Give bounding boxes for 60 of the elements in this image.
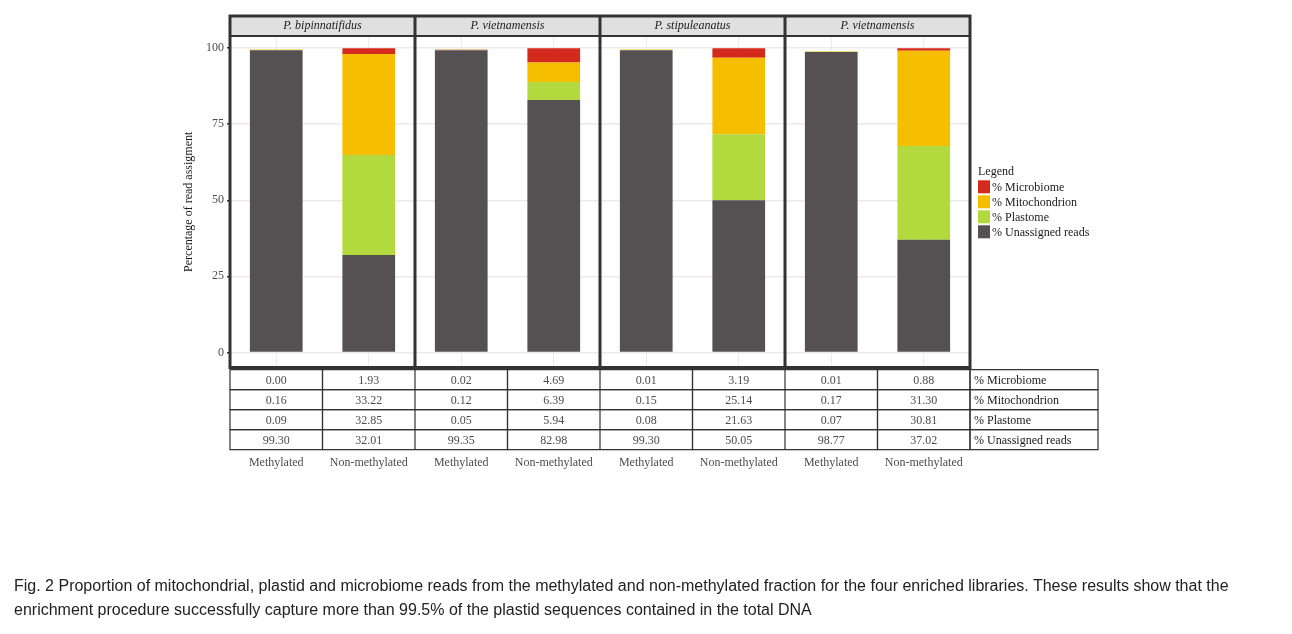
data-label: 21.63 <box>725 412 753 427</box>
data-label: 0.88 <box>913 372 935 387</box>
data-label: 25.14 <box>725 392 753 407</box>
data-label: 0.09 <box>265 412 287 427</box>
text: % Plastome <box>974 412 1031 427</box>
y-tick-label: 0 <box>218 344 224 359</box>
data-label: 30.81 <box>910 412 938 427</box>
x-tick-label: Methylated <box>618 454 674 469</box>
data-label: 3.19 <box>728 372 750 387</box>
data-label: 31.30 <box>910 392 938 407</box>
data-label: 37.02 <box>910 432 938 447</box>
data-label: 99.30 <box>632 432 660 447</box>
chart-title: P. stipuleanatus <box>653 18 731 33</box>
data-label: 33.22 <box>355 392 383 407</box>
data-label: 50.05 <box>725 432 753 447</box>
data-label: 0.08 <box>635 412 657 427</box>
y-axis-title: Percentage of read assigment <box>181 131 196 272</box>
legend-title: Legend <box>978 163 1014 178</box>
data-label: 0.01 <box>635 372 657 387</box>
data-label: 32.01 <box>355 432 383 447</box>
data-label: 4.69 <box>543 372 565 387</box>
data-label: 0.16 <box>265 392 287 407</box>
data-label: 0.12 <box>450 392 472 407</box>
data-label: 0.02 <box>450 372 472 387</box>
text: % Microbiome <box>974 372 1047 387</box>
y-tick-label: 75 <box>212 116 224 131</box>
data-label: 0.05 <box>450 412 472 427</box>
legend-label: % Plastome <box>992 209 1049 224</box>
y-tick-label: 100 <box>206 40 224 55</box>
x-tick-label: Methylated <box>433 454 489 469</box>
caption: Fig. 2 Proportion of mitochondrial, plastid and microbiome reads from the methylated and non-methylated fraction for the four enriched libraries. These results show that the enrichment procedure successfully capture more than 99.5% of the plastid sequences contained in the total DNA <box>14 576 1230 620</box>
data-label: 0.17 <box>820 392 842 407</box>
data-label: 98.77 <box>817 432 845 447</box>
data-label: 32.85 <box>355 412 383 427</box>
legend-label: % Unassigned reads <box>992 224 1090 239</box>
data-label: 99.30 <box>262 432 290 447</box>
x-tick-label: Non-methylated <box>699 454 778 469</box>
x-tick-label: Non-methylated <box>514 454 593 469</box>
data-label: 0.00 <box>265 372 287 387</box>
x-tick-label: Non-methylated <box>884 454 963 469</box>
data-label: 0.07 <box>820 412 842 427</box>
legend-label: % Microbiome <box>992 179 1065 194</box>
chart-title: P. bipinnatifidus <box>282 18 363 33</box>
data-label: 0.15 <box>635 392 657 407</box>
text: % Unassigned reads <box>974 432 1072 447</box>
text: % Mitochondrion <box>974 392 1059 407</box>
x-tick-label: Methylated <box>803 454 859 469</box>
y-tick-label: 50 <box>212 192 224 207</box>
data-label: 1.93 <box>358 372 380 387</box>
data-label: 6.39 <box>543 392 565 407</box>
legend-label: % Mitochondrion <box>992 194 1077 209</box>
y-tick-label: 25 <box>212 268 224 283</box>
x-tick-label: Non-methylated <box>329 454 408 469</box>
data-label: 82.98 <box>540 432 568 447</box>
chart-title: P. vietnamensis <box>839 18 915 33</box>
chart-title: P. vietnamensis <box>469 18 545 33</box>
x-tick-label: Methylated <box>248 454 304 469</box>
data-label: 0.01 <box>820 372 842 387</box>
data-label: 5.94 <box>543 412 565 427</box>
data-label: 99.35 <box>447 432 475 447</box>
